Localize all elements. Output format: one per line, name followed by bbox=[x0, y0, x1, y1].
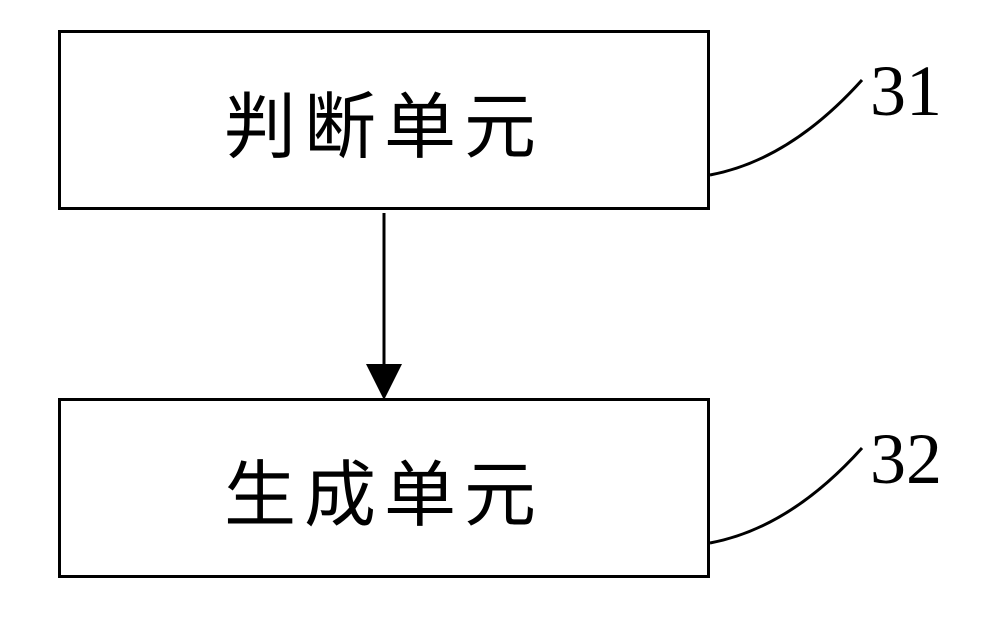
leader-line-32 bbox=[0, 0, 1000, 638]
